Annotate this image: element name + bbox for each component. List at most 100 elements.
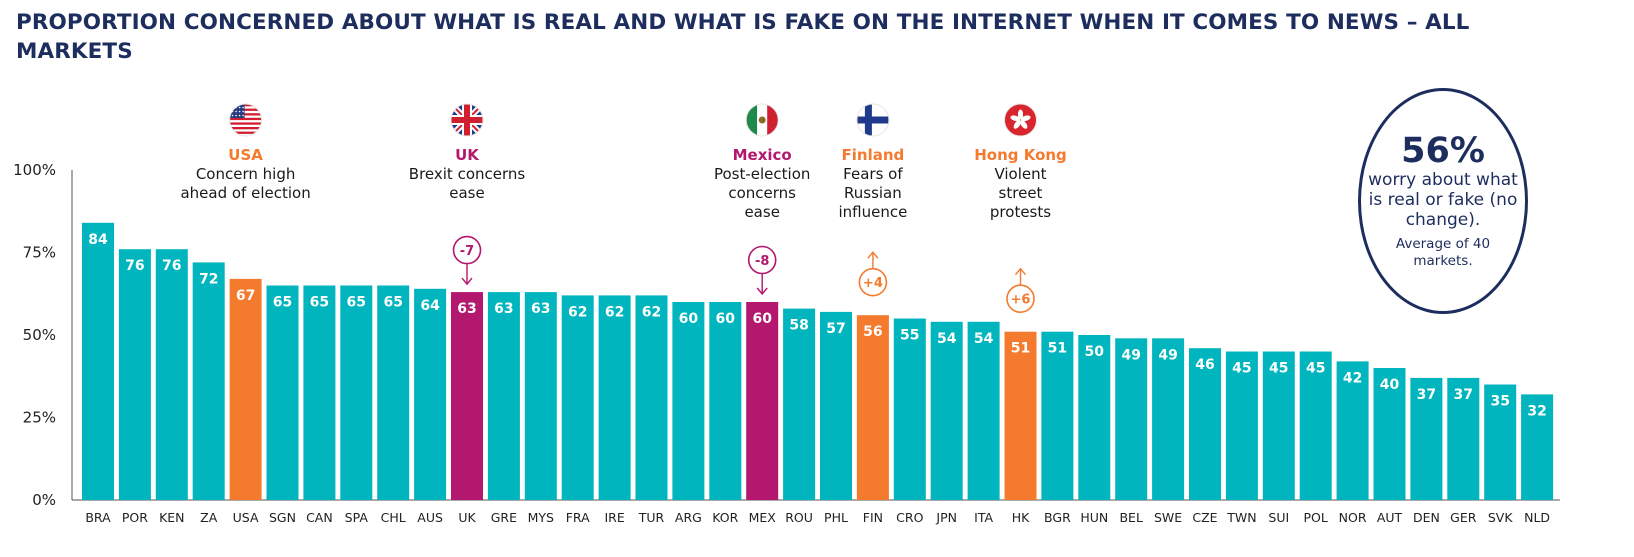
value-label-hk: 51 (1011, 341, 1030, 357)
value-label-por: 76 (125, 258, 144, 274)
bar-ger (1447, 377, 1480, 500)
category-label-bel: BEL (1119, 510, 1142, 525)
category-label-fra: FRA (566, 510, 590, 525)
bar-kor (709, 302, 742, 500)
category-label-mys: MYS (528, 510, 554, 525)
bar-arg (672, 302, 705, 500)
category-label-por: POR (122, 510, 148, 525)
bar-por (118, 249, 151, 500)
value-label-rou: 58 (789, 318, 808, 334)
category-label-cro: CRO (896, 510, 923, 525)
value-label-arg: 60 (679, 311, 699, 327)
change-badge-uk (452, 235, 482, 265)
bar-sui (1262, 351, 1295, 500)
category-label-can: CAN (306, 510, 333, 525)
category-label-aut: AUT (1377, 510, 1403, 525)
change-label-hk: +6 (1011, 293, 1031, 308)
value-label-spa: 65 (347, 295, 366, 311)
category-label-nld: NLD (1524, 510, 1550, 525)
value-label-fin: 56 (863, 324, 882, 340)
value-label-bra: 84 (88, 232, 108, 248)
bar-cro (893, 318, 926, 500)
average-description: worry about what is real or fake (no cha… (1368, 170, 1518, 230)
category-label-bgr: BGR (1044, 510, 1071, 525)
annotation-name: USA (228, 146, 263, 164)
bar-phl (820, 311, 852, 500)
bar-chl (377, 285, 410, 500)
bar-za (192, 262, 225, 500)
bar-aus (414, 288, 447, 500)
category-label-fin: FIN (863, 510, 883, 525)
value-label-ger: 37 (1454, 387, 1473, 403)
annotation-hk: Hong Kong Violent street protests (974, 146, 1067, 222)
category-label-sui: SUI (1268, 510, 1289, 525)
category-label-tur: TUR (638, 510, 665, 525)
annotation-description: Post-election concerns ease (713, 165, 811, 221)
value-label-svk: 35 (1490, 394, 1509, 410)
category-label-hk: HK (1012, 510, 1030, 525)
bar-fra (561, 295, 594, 500)
annotation-description: Brexit concerns ease (408, 165, 526, 202)
value-label-bgr: 51 (1048, 341, 1067, 357)
category-label-svk: SVK (1488, 510, 1513, 525)
bar-hun (1078, 335, 1111, 500)
y-tick-label: 25% (23, 409, 56, 427)
value-label-den: 37 (1417, 387, 1436, 403)
value-label-sui: 45 (1269, 361, 1288, 377)
bar-usa (229, 278, 262, 500)
category-label-spa: SPA (345, 510, 369, 525)
category-label-sgn: SGN (269, 510, 296, 525)
category-label-ire: IRE (604, 510, 624, 525)
annotation-name: Mexico (732, 146, 792, 164)
category-label-kor: KOR (712, 510, 738, 525)
bar-pol (1299, 351, 1332, 500)
bar-spa (340, 285, 373, 500)
value-label-uk: 63 (457, 301, 476, 317)
annotation-description: Concern high ahead of election (180, 165, 311, 202)
category-label-aus: AUS (417, 510, 443, 525)
category-label-cze: CZE (1192, 510, 1217, 525)
bar-rou (783, 308, 816, 500)
change-arrow-head-uk (461, 277, 473, 286)
average-percent: 56% (1401, 131, 1485, 171)
bar-sgn (266, 285, 299, 500)
value-label-aut: 40 (1380, 377, 1400, 393)
value-label-nld: 32 (1527, 403, 1546, 419)
value-label-tur: 62 (642, 304, 661, 320)
value-label-sgn: 65 (273, 295, 292, 311)
annotation-name: UK (455, 146, 479, 164)
bar-nor (1336, 361, 1369, 500)
category-label-rou: ROU (785, 510, 813, 525)
value-label-fra: 62 (568, 304, 587, 320)
value-label-ita: 54 (974, 331, 994, 347)
value-label-gre: 63 (494, 301, 513, 317)
hong-kong-flag-icon (1004, 104, 1037, 136)
change-badge-fin (858, 267, 888, 297)
bar-cze (1189, 348, 1221, 500)
annotation-mex: Mexico Post-election concerns ease (714, 146, 810, 222)
value-label-ire: 62 (605, 304, 624, 320)
bar-fin (856, 315, 889, 500)
bar-ire (598, 295, 631, 500)
bar-nld (1521, 394, 1554, 500)
change-badge-hk (1006, 284, 1035, 314)
value-label-pol: 45 (1306, 361, 1325, 377)
annotation-name: Finland (841, 146, 905, 164)
chart-title: PROPORTION CONCERNED ABOUT WHAT IS REAL … (16, 10, 1470, 64)
bar-bgr (1041, 331, 1074, 500)
change-arrow-head-hk (1014, 267, 1027, 276)
annotation-description: Fears of Russian influence (838, 165, 908, 221)
bar-can (303, 285, 336, 500)
average-badge: 56% worry about what is real or fake (no… (1358, 88, 1528, 314)
value-label-bel: 49 (1121, 347, 1140, 363)
category-label-phl: PHL (824, 510, 848, 525)
value-label-cze: 46 (1195, 357, 1214, 373)
finland-flag-icon (856, 104, 889, 136)
bar-aut (1373, 368, 1406, 500)
category-label-arg: ARG (675, 510, 702, 525)
value-label-can: 65 (310, 295, 329, 311)
y-tick-label: 100% (13, 161, 56, 179)
value-label-chl: 65 (383, 295, 402, 311)
bar-mex (746, 302, 779, 500)
